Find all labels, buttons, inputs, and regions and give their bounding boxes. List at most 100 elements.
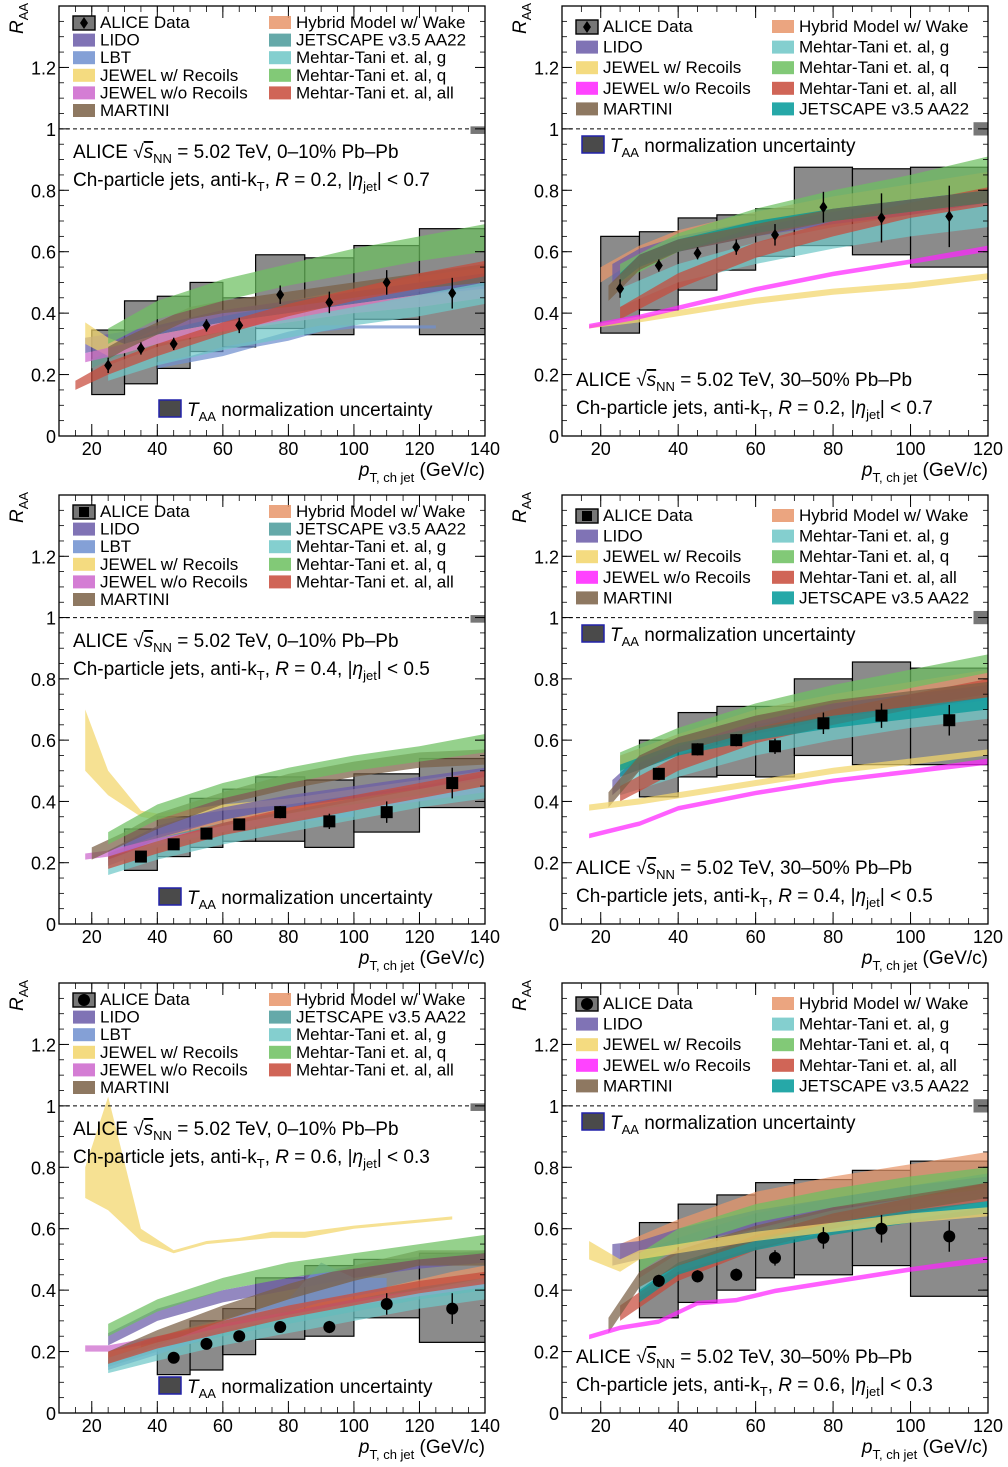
legend-swatch	[576, 40, 598, 54]
legend-label: JEWEL w/ Recoils	[100, 66, 238, 85]
data-point	[167, 838, 180, 851]
legend-swatch	[269, 575, 291, 589]
legend-item-alice-data: ALICE Data	[72, 990, 190, 1009]
data-point	[769, 1251, 781, 1264]
legend-swatch	[576, 591, 598, 605]
legend-label: Mehtar-Tani et. al, all	[296, 572, 454, 591]
legend-item-mehtar-tani-et-al-g: Mehtar-Tani et. al, g	[269, 537, 446, 556]
data-point	[274, 1321, 287, 1333]
model-band-martini	[608, 190, 988, 301]
legend-item-jetscape-v3-5-aa22: JETSCAPE v3.5 AA22	[269, 31, 466, 50]
data-point	[233, 1330, 246, 1343]
legend-label: Mehtar-Tani et. al, q	[296, 66, 446, 85]
data-point	[446, 1302, 459, 1315]
legend-label: LBT	[100, 48, 131, 67]
legend-label: LIDO	[603, 1015, 643, 1034]
x-tick-label: 40	[668, 439, 688, 459]
chart-panel-4: 0 0.2 0.4 0.6 0.8 1 1.2 20 40 60 80 100 120 RAA pT, ch…	[510, 492, 1003, 973]
legend-label: ALICE Data	[100, 13, 190, 32]
y-tick-label: 1	[46, 609, 56, 629]
taa-label: TAA normalization uncertainty	[610, 1113, 856, 1137]
legend-swatch	[576, 61, 598, 75]
chart-panel-3: 0 0.2 0.4 0.6 0.8 1 1.2 20 40 60 80 100 120 140 RAA pT,…	[7, 492, 500, 973]
data-point	[380, 806, 393, 819]
taa-label: TAA normalization uncertainty	[187, 888, 433, 912]
legend-label: LIDO	[603, 527, 643, 546]
x-tick-label: 20	[82, 927, 102, 947]
legend-marker	[79, 507, 89, 517]
legend-item-lido: LIDO	[576, 1015, 643, 1034]
data-point	[730, 734, 743, 747]
info-line-1: ALICE √sNN = 5.02 TeV, 0–10% Pb–Pb	[73, 1119, 399, 1143]
x-tick-label: 60	[746, 1416, 766, 1436]
legend-swatch	[73, 86, 95, 100]
data-point	[169, 337, 178, 350]
x-tick-label: 80	[823, 1416, 843, 1436]
info-line-2: Ch-particle jets, anti-kT, R = 0.2, |ηje…	[576, 398, 933, 422]
model-band-mehtar-tani-et-al-all	[75, 260, 485, 390]
legend-item-jewel-w-recoils: JEWEL w/ Recoils	[576, 58, 741, 77]
legend-label: MARTINI	[100, 1078, 170, 1097]
taa-swatch	[581, 135, 605, 154]
legend-item-lbt: LBT	[73, 537, 131, 556]
x-tick-label: 140	[470, 927, 500, 947]
x-tick-label: 80	[278, 1416, 298, 1436]
legend-label: MARTINI	[100, 101, 170, 120]
legend-label: JEWEL w/ Recoils	[603, 1035, 741, 1054]
x-tick-label: 120	[973, 439, 1003, 459]
model-band-mehtar-tani-et-al-g	[620, 202, 988, 307]
legend-item-jewel-w-recoils: JEWEL w/ Recoils	[73, 66, 238, 85]
info-line-2: Ch-particle jets, anti-kT, R = 0.2, |ηje…	[73, 170, 430, 194]
x-tick-label: 60	[213, 927, 233, 947]
model-band-mehtar-tani-et-al-q	[639, 1167, 988, 1272]
legend-label: Mehtar-Tani et. al, g	[296, 537, 446, 556]
legend-swatch	[772, 40, 794, 54]
info-line-1: ALICE √sNN = 5.02 TeV, 30–50% Pb–Pb	[576, 1347, 912, 1371]
legend-item-martini: MARTINI	[73, 1078, 170, 1097]
legend-label: JEWEL w/ Recoils	[603, 547, 741, 566]
legend-swatch	[576, 102, 598, 116]
legend-swatch	[73, 33, 95, 47]
legend-label: LBT	[100, 1025, 131, 1044]
legend-item-mehtar-tani-et-al-g: Mehtar-Tani et. al, g	[772, 38, 949, 57]
x-tick-label: 80	[823, 439, 843, 459]
legend-item-mehtar-tani-et-al-g: Mehtar-Tani et. al, g	[772, 1015, 949, 1034]
legend-swatch	[73, 1010, 95, 1024]
legend-item-alice-data: ALICE Data	[575, 17, 693, 36]
info-line-2: Ch-particle jets, anti-kT, R = 0.4, |ηje…	[576, 886, 933, 910]
legend-item-mehtar-tani-et-al-all: Mehtar-Tani et. al, all	[772, 568, 957, 587]
chart-panel-2: 0 0.2 0.4 0.6 0.8 1 1.2 20 40 60 80 100 120 RAA pT, ch…	[510, 3, 1003, 485]
legend-swatch	[73, 1045, 95, 1059]
legend-label: Mehtar-Tani et. al, q	[296, 1043, 446, 1062]
model-band-mehtar-tani-et-al-g	[108, 282, 485, 381]
y-tick-label: 0.2	[31, 1343, 56, 1363]
y-axis-label: RAA	[7, 3, 31, 34]
model-band-jewel-w-o-recoils	[589, 245, 988, 329]
legend-swatch	[772, 570, 794, 584]
legend-label: JETSCAPE v3.5 AA22	[296, 31, 466, 50]
legend-label: Mehtar-Tani et. al, g	[799, 527, 949, 546]
legend-item-lido: LIDO	[576, 38, 643, 57]
model-band-mehtar-tani-et-al-q	[620, 156, 988, 283]
legend-label: Mehtar-Tani et. al, g	[296, 1025, 446, 1044]
legend-item-alice-data: ALICE Data	[575, 506, 693, 525]
legend-swatch	[576, 570, 598, 584]
y-tick-label: 1.2	[534, 547, 559, 567]
taa-swatch	[158, 1376, 182, 1395]
x-tick-label: 120	[973, 927, 1003, 947]
x-tick-label: 60	[213, 439, 233, 459]
x-tick-label: 140	[470, 439, 500, 459]
data-point	[446, 777, 459, 790]
data-point	[200, 1337, 213, 1350]
y-tick-label: 0.2	[534, 1343, 559, 1363]
x-tick-label: 120	[404, 439, 434, 459]
y-tick-label: 1.2	[31, 1035, 56, 1055]
legend-swatch	[269, 557, 291, 571]
data-point	[875, 1222, 888, 1235]
data-point	[771, 228, 779, 241]
x-tick-label: 100	[896, 1416, 926, 1436]
legend-item-hybrid-model-w-wake: Hybrid Model w/ Wake	[772, 17, 968, 36]
model-band-mehtar-tani-et-al-q	[108, 734, 485, 845]
legend-item-hybrid-model-w-wake: Hybrid Model w/ Wake	[772, 506, 968, 525]
